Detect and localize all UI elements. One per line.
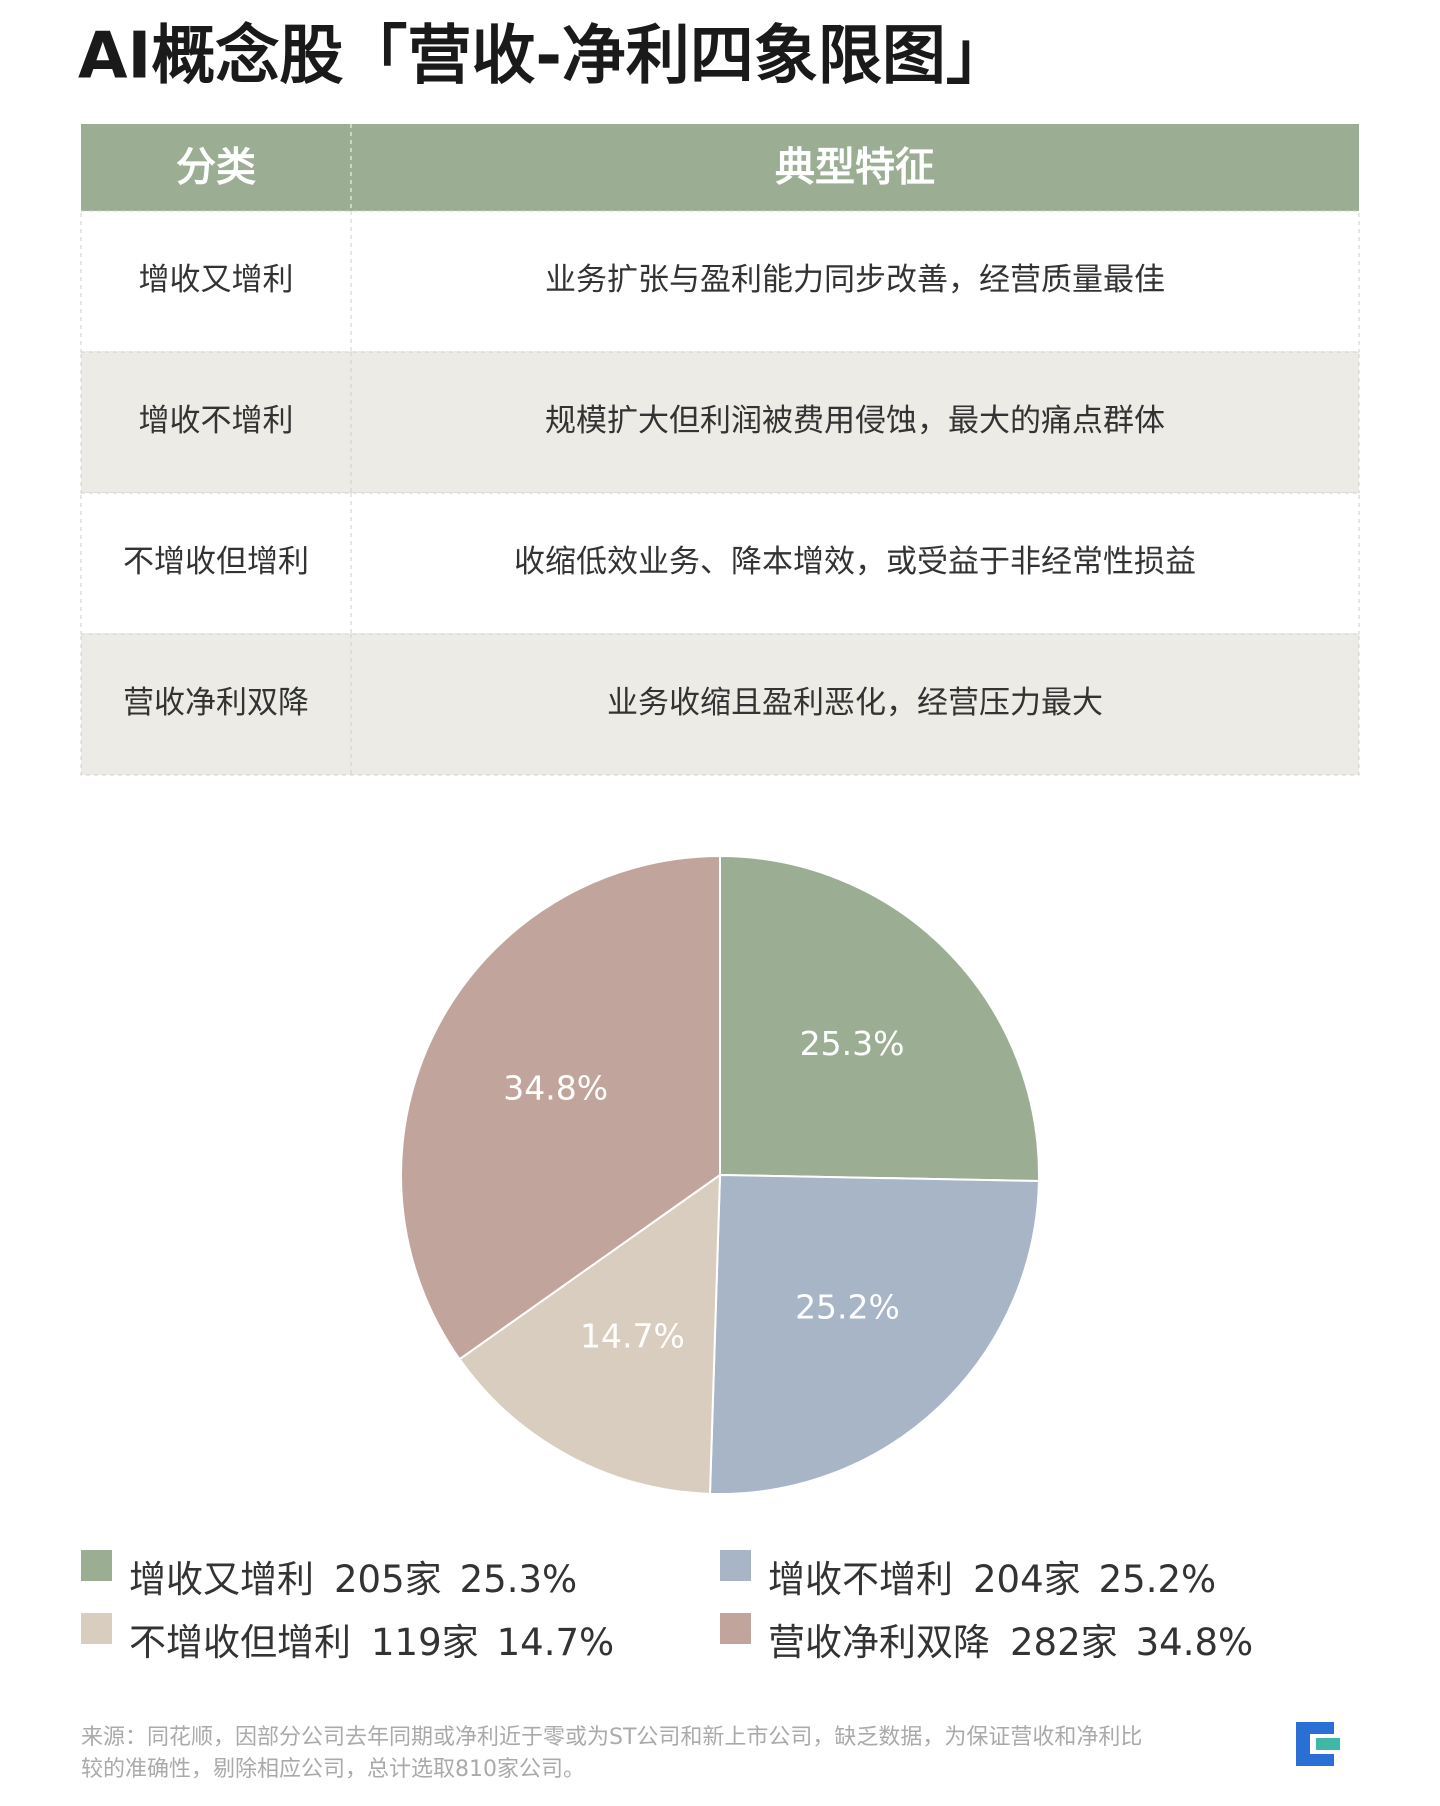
legend-count: 282家 bbox=[1010, 1621, 1118, 1664]
legend-count: 205家 bbox=[334, 1558, 442, 1601]
source-note: 来源：同花顺，因部分公司去年同期或净利近于零或为ST公司和新上市公司，缺乏数据，… bbox=[81, 1725, 1142, 1750]
table-header-cell: 分类 bbox=[176, 145, 256, 191]
table-cell: 业务扩张与盈利能力同步改善，经营质量最佳 bbox=[545, 262, 1165, 298]
legend-name: 营收净利双降 bbox=[768, 1621, 990, 1664]
table-row-bg bbox=[80, 492, 1360, 635]
table-header-bg bbox=[81, 124, 1359, 211]
legend-percent: 25.3% bbox=[460, 1558, 578, 1601]
legend-entry: 增收不增利 204家 25.2% bbox=[768, 1558, 1216, 1601]
legend-entry: 营收净利双降 282家 34.8% bbox=[768, 1621, 1253, 1664]
legend-name: 不增收但增利 bbox=[129, 1621, 351, 1664]
table-cell: 业务收缩且盈利恶化，经营压力最大 bbox=[607, 685, 1103, 721]
table-cell: 不增收但增利 bbox=[123, 544, 309, 580]
legend-swatch bbox=[720, 1550, 751, 1581]
legend-name: 增收不增利 bbox=[768, 1558, 953, 1601]
legend-swatch bbox=[720, 1613, 751, 1644]
table-cell: 增收不增利 bbox=[139, 403, 294, 439]
legend-name: 增收又增利 bbox=[129, 1558, 314, 1601]
legend-percent: 34.8% bbox=[1136, 1621, 1254, 1664]
legend-count: 204家 bbox=[973, 1558, 1081, 1601]
pie-slice bbox=[708, 1173, 1040, 1495]
legend-swatch bbox=[81, 1613, 112, 1644]
legend-entry: 增收又增利 205家 25.3% bbox=[129, 1558, 577, 1601]
pie-slice bbox=[458, 1173, 722, 1495]
legend-entry: 不增收但增利 119家 14.7% bbox=[129, 1621, 614, 1664]
table-cell: 增收又增利 bbox=[139, 262, 294, 298]
data-label: 34.8% bbox=[503, 1068, 608, 1107]
pie-slice bbox=[719, 854, 1040, 1183]
table-header-cell: 典型特征 bbox=[775, 145, 935, 191]
page-title: AI概念股「营收-净利四象限图」 bbox=[78, 20, 1010, 94]
logo bbox=[1296, 1722, 1340, 1766]
legend-swatch bbox=[81, 1550, 112, 1581]
data-label: 25.2% bbox=[795, 1288, 900, 1327]
table-cell: 收缩低效业务、降本增效，或受益于非经常性损益 bbox=[514, 544, 1196, 580]
legend-percent: 14.7% bbox=[497, 1621, 615, 1664]
pie-slice bbox=[400, 854, 721, 1361]
table-cell: 规模扩大但利润被费用侵蚀，最大的痛点群体 bbox=[545, 403, 1165, 439]
table-row-bg bbox=[80, 351, 1360, 494]
data-label: 25.3% bbox=[800, 1024, 905, 1063]
table-row-bg bbox=[80, 633, 1360, 776]
table-cell: 营收净利双降 bbox=[123, 685, 309, 721]
source-note: 较的准确性，剔除相应公司，总计选取810家公司。 bbox=[81, 1757, 585, 1782]
legend-percent: 25.2% bbox=[1099, 1558, 1217, 1601]
data-label: 14.7% bbox=[580, 1316, 685, 1355]
legend-count: 119家 bbox=[371, 1621, 479, 1664]
